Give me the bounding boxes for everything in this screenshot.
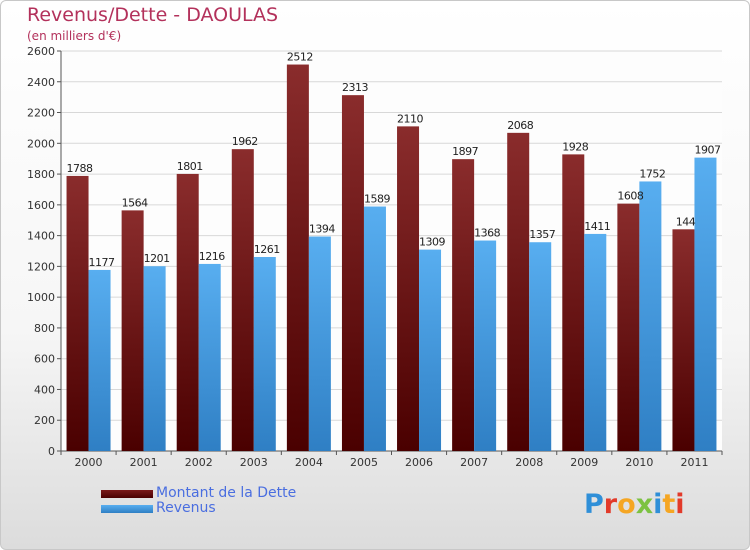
bar-revenus xyxy=(89,270,111,451)
bar-debt xyxy=(452,159,474,451)
bar-revenus xyxy=(364,207,386,451)
data-label-revenus: 1201 xyxy=(144,252,170,265)
y-tick-label: 400 xyxy=(34,383,55,396)
logo-letter: i xyxy=(653,489,662,520)
data-label-revenus: 1394 xyxy=(309,223,335,236)
bar-revenus xyxy=(144,266,166,451)
bar-revenus xyxy=(474,241,496,451)
bar-revenus xyxy=(419,250,441,451)
y-tick-label: 1200 xyxy=(27,260,55,273)
y-tick-label: 1600 xyxy=(27,199,55,212)
y-tick-label: 1400 xyxy=(27,230,55,243)
data-label-revenus: 1752 xyxy=(639,167,665,180)
legend-label-revenus: Revenus xyxy=(156,501,216,516)
y-tick-label: 0 xyxy=(48,445,55,458)
logo-letter: P xyxy=(584,489,604,520)
x-tick-label: 2002 xyxy=(185,456,213,469)
x-tick-label: 2005 xyxy=(350,456,378,469)
bar-revenus xyxy=(639,181,661,451)
logo-letter: r xyxy=(604,489,617,520)
data-label-debt: 1608 xyxy=(617,190,643,203)
data-label-debt: 1897 xyxy=(452,145,478,158)
bar-revenus xyxy=(199,264,221,451)
x-tick-label: 2011 xyxy=(680,456,708,469)
logo-letter: o xyxy=(617,489,636,520)
data-label-debt: 1928 xyxy=(562,140,588,153)
x-tick-label: 2008 xyxy=(515,456,543,469)
data-label-debt: 1801 xyxy=(177,160,203,173)
bar-revenus xyxy=(694,158,716,451)
data-label-debt: 2512 xyxy=(287,51,313,64)
data-label-revenus: 1368 xyxy=(474,227,500,240)
logo-letter: i xyxy=(675,489,684,520)
logo-letter: t xyxy=(662,489,675,520)
data-label-revenus: 1411 xyxy=(584,220,610,233)
x-tick-label: 2003 xyxy=(240,456,268,469)
x-tick-label: 2010 xyxy=(625,456,653,469)
y-tick-label: 1000 xyxy=(27,291,55,304)
data-label-debt: 2068 xyxy=(507,119,533,132)
bar-revenus xyxy=(584,234,606,451)
bar-debt xyxy=(562,154,584,451)
y-tick-label: 200 xyxy=(34,414,55,427)
data-label-revenus: 1177 xyxy=(89,256,115,269)
bar-debt xyxy=(232,149,254,451)
x-tick-label: 2000 xyxy=(75,456,103,469)
bar-debt xyxy=(122,210,144,451)
bar-chart: 0 200 400 600 800 1000 1200 1400 1600 1800 2000 220… xyxy=(1,1,749,549)
y-tick-label: 600 xyxy=(34,353,55,366)
legend-label-debt: Montant de la Dette xyxy=(156,486,296,501)
logo-letter: x xyxy=(636,489,653,520)
data-label-revenus: 1357 xyxy=(529,228,555,241)
y-tick-label: 800 xyxy=(34,322,55,335)
x-tick-label: 2007 xyxy=(460,456,488,469)
y-tick-label: 2400 xyxy=(27,76,55,89)
data-label-debt: 1788 xyxy=(67,162,93,175)
data-label-revenus: 1216 xyxy=(199,250,225,263)
data-label-debt: 1564 xyxy=(122,196,148,209)
legend-swatch-debt xyxy=(101,490,153,498)
legend-swatch-revenus xyxy=(101,505,153,513)
data-label-debt: 1962 xyxy=(232,135,258,148)
chart-frame: Revenus/Dette - DAOULAS (en milliers d'€… xyxy=(0,0,750,550)
data-label-debt: 144 xyxy=(676,215,696,228)
y-tick-label: 2200 xyxy=(27,107,55,120)
x-tick-label: 2009 xyxy=(570,456,598,469)
y-tick-label: 2000 xyxy=(27,137,55,150)
bar-debt xyxy=(507,133,529,451)
bar-debt xyxy=(342,95,364,451)
proxiti-logo: Proxiti xyxy=(584,489,685,520)
data-label-revenus: 1907 xyxy=(694,144,720,157)
data-label-revenus: 1309 xyxy=(419,236,445,249)
bar-revenus xyxy=(529,242,551,451)
x-tick-label: 2006 xyxy=(405,456,433,469)
y-tick-label: 2600 xyxy=(27,45,55,58)
bar-revenus xyxy=(309,237,331,451)
data-label-revenus: 1589 xyxy=(364,193,390,206)
bar-debt xyxy=(617,204,639,451)
data-label-revenus: 1261 xyxy=(254,243,280,256)
x-tick-label: 2001 xyxy=(130,456,158,469)
data-label-debt: 2313 xyxy=(342,81,368,94)
x-tick-label: 2004 xyxy=(295,456,323,469)
data-label-debt: 2110 xyxy=(397,112,423,125)
bar-debt xyxy=(287,65,309,451)
bar-debt xyxy=(67,176,89,451)
bar-revenus xyxy=(254,257,276,451)
bar-debt xyxy=(177,174,199,451)
bar-debt xyxy=(672,229,694,451)
bar-debt xyxy=(397,126,419,451)
y-tick-label: 1800 xyxy=(27,168,55,181)
